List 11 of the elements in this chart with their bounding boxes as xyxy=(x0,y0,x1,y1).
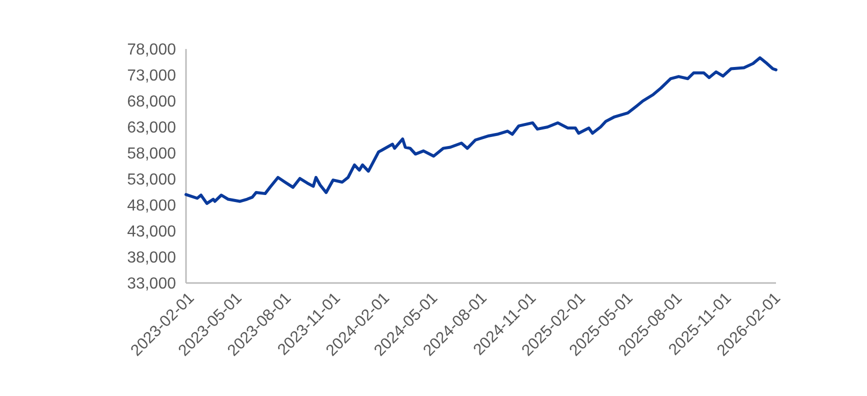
y-tick-label: 43,000 xyxy=(127,224,176,241)
y-tick-label: 68,000 xyxy=(127,94,176,111)
y-tick-label: 58,000 xyxy=(127,146,176,163)
y-tick-label: 73,000 xyxy=(127,68,176,85)
line-series xyxy=(184,56,778,205)
y-tick-label: 78,000 xyxy=(127,42,176,59)
y-tick-label: 38,000 xyxy=(127,250,176,267)
y-tick-label: 53,000 xyxy=(127,172,176,189)
y-tick-label: 33,000 xyxy=(127,276,176,293)
y-tick-label: 63,000 xyxy=(127,120,176,137)
y-tick-label: 48,000 xyxy=(127,198,176,215)
